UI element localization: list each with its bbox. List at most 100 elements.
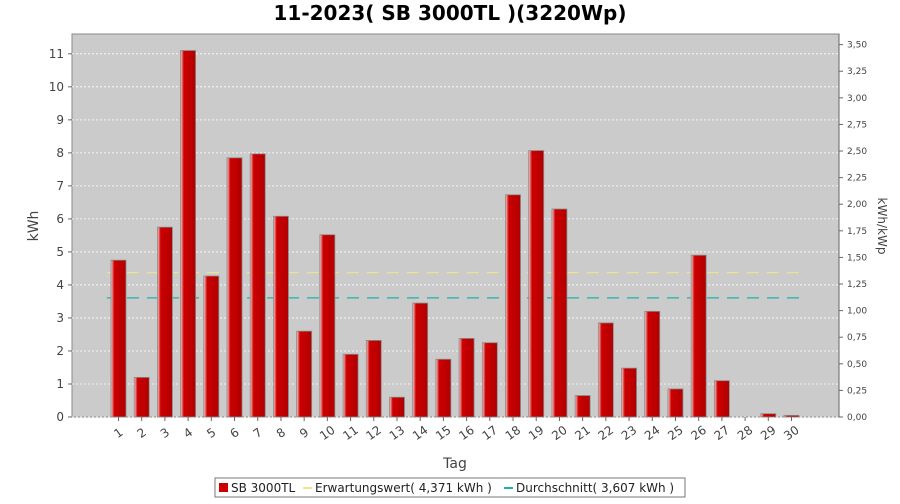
- bar: [713, 380, 730, 418]
- y-tick-label: 1: [56, 377, 64, 391]
- bar: [690, 254, 707, 418]
- bar: [481, 342, 498, 418]
- x-axis: 1 2 3 4 5 6 7 8 9 10 11 12 13 14 15 16 17 18 19 20 21 22 23 24 2…: [111, 417, 802, 443]
- chart-title: 11-2023( SB 3000TL )(3220Wp): [274, 1, 627, 25]
- x-tick-label: 14: [410, 423, 431, 443]
- y-tick-label: 5: [56, 245, 64, 259]
- x-tick-label: 6: [227, 425, 241, 441]
- x-tick-label: 5: [204, 425, 218, 441]
- bar: [296, 330, 313, 418]
- bar: [644, 310, 661, 418]
- bar: [203, 275, 220, 418]
- y-right-tick-label: 1,00: [847, 307, 867, 317]
- bar: [226, 157, 243, 418]
- legend-label-series: SB 3000TL: [231, 481, 296, 495]
- y-right-tick-label: 0,00: [847, 413, 867, 423]
- y-right-tick-label: 1,50: [847, 253, 867, 263]
- legend-swatch-series: [219, 483, 228, 492]
- bar: [249, 153, 266, 418]
- x-tick-label: 25: [665, 423, 686, 443]
- y-axis-label: kWh: [26, 211, 42, 242]
- x-tick-label: 8: [274, 425, 288, 441]
- y-tick-label: 11: [49, 47, 64, 61]
- y-tick-label: 6: [56, 212, 64, 226]
- y-right-tick-label: 0,50: [847, 360, 867, 370]
- x-tick-label: 1: [111, 425, 125, 441]
- bar: [667, 388, 684, 418]
- y-right-tick-label: 3,50: [847, 41, 867, 51]
- y-right-tick-label: 3,25: [847, 67, 867, 77]
- bar: [319, 234, 336, 418]
- x-tick-label: 27: [712, 423, 733, 443]
- x-tick-label: 29: [758, 423, 779, 443]
- x-tick-label: 23: [619, 423, 640, 443]
- bar: [157, 226, 173, 418]
- bar: [342, 353, 359, 418]
- plot-area: [71, 33, 840, 418]
- x-tick-label: 11: [340, 423, 361, 443]
- x-tick-label: 19: [526, 423, 547, 443]
- bar: [597, 322, 614, 418]
- y-right-tick-label: 0,25: [847, 386, 867, 396]
- x-tick-label: 24: [642, 423, 663, 443]
- y-tick-label: 8: [56, 146, 64, 160]
- x-tick-label: 17: [480, 423, 501, 443]
- bar: [412, 302, 429, 418]
- bar: [458, 338, 475, 418]
- x-tick-label: 26: [688, 423, 709, 443]
- reference-lines: [107, 272, 801, 299]
- bar: [528, 150, 545, 418]
- y-axis-right-label: kWh/kWp: [875, 198, 889, 255]
- y-right-tick-label: 1,75: [847, 227, 867, 237]
- y-right-tick-label: 0,75: [847, 333, 867, 343]
- x-tick-label: 9: [297, 425, 311, 441]
- x-tick-label: 15: [433, 423, 454, 443]
- bar: [365, 339, 382, 418]
- x-tick-label: 4: [181, 425, 195, 441]
- x-tick-label: 20: [549, 423, 570, 443]
- legend-box: [214, 477, 686, 498]
- x-tick-label: 18: [503, 423, 524, 443]
- bar: [783, 414, 800, 418]
- y-right-tick-label: 1,25: [847, 280, 867, 290]
- y-axis-right: 0,00 0,25 0,50 0,75 1,00 1,25 1,50 1,75 2,00 2,25…: [838, 34, 867, 423]
- y-right-tick-label: 2,50: [847, 147, 867, 157]
- y-tick-label: 3: [56, 311, 64, 325]
- bar: [760, 413, 777, 418]
- bar: [574, 395, 591, 418]
- x-tick-label: 3: [158, 425, 172, 441]
- x-tick-label: 16: [456, 423, 477, 443]
- y-right-tick-label: 3,00: [847, 94, 867, 104]
- y-right-tick-label: 2,75: [847, 120, 867, 130]
- y-right-tick-label: 2,25: [847, 174, 867, 184]
- bar: [551, 208, 568, 418]
- bar: [389, 396, 405, 418]
- y-tick-label: 0: [56, 410, 64, 424]
- x-tick-label: 10: [317, 423, 338, 443]
- x-tick-label: 13: [387, 423, 408, 443]
- bar: [621, 367, 637, 418]
- bar: [435, 358, 452, 418]
- bar: [110, 259, 127, 418]
- bar: [273, 215, 289, 418]
- x-axis-label: Tag: [442, 456, 467, 472]
- x-tick-label: 22: [596, 423, 617, 443]
- legend-label-expected: Erwartungswert( 4,371 kWh ): [315, 481, 492, 495]
- y-tick-label: 10: [49, 80, 64, 94]
- legend-label-average: Durchschnitt( 3,607 kWh ): [516, 481, 674, 495]
- y-tick-label: 7: [56, 179, 64, 193]
- y-tick-label: 2: [56, 344, 64, 358]
- bar: [133, 376, 150, 418]
- y-tick-label: 4: [56, 278, 64, 292]
- bar: [180, 50, 197, 418]
- x-tick-label: 2: [135, 425, 149, 441]
- y-right-tick-label: 2,00: [847, 200, 867, 210]
- legend: SB 3000TL Erwartungswert( 4,371 kWh ) Du…: [214, 477, 686, 498]
- x-tick-label: 21: [572, 423, 593, 443]
- x-tick-label: 12: [364, 423, 385, 443]
- x-tick-label: 7: [251, 425, 265, 441]
- bar: [505, 194, 521, 418]
- x-tick-label: 30: [781, 423, 802, 443]
